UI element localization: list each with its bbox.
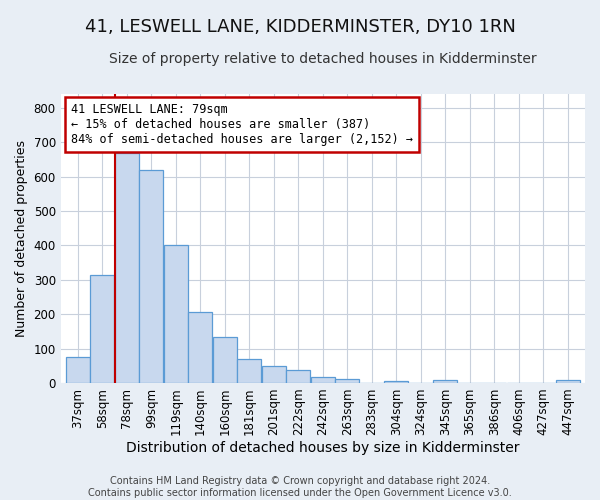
- X-axis label: Distribution of detached houses by size in Kidderminster: Distribution of detached houses by size …: [126, 441, 520, 455]
- Bar: [335, 379, 359, 383]
- Bar: [385, 381, 409, 383]
- Bar: [238, 359, 262, 383]
- Bar: [213, 336, 237, 383]
- Bar: [139, 170, 163, 383]
- Title: Size of property relative to detached houses in Kidderminster: Size of property relative to detached ho…: [109, 52, 536, 66]
- Bar: [164, 246, 188, 383]
- Text: Contains HM Land Registry data © Crown copyright and database right 2024.
Contai: Contains HM Land Registry data © Crown c…: [88, 476, 512, 498]
- Y-axis label: Number of detached properties: Number of detached properties: [15, 140, 28, 337]
- Bar: [311, 377, 335, 383]
- Bar: [556, 380, 580, 383]
- Text: 41, LESWELL LANE, KIDDERMINSTER, DY10 1RN: 41, LESWELL LANE, KIDDERMINSTER, DY10 1R…: [85, 18, 515, 36]
- Bar: [91, 274, 115, 383]
- Bar: [115, 153, 139, 383]
- Bar: [262, 366, 286, 383]
- Text: 41 LESWELL LANE: 79sqm
← 15% of detached houses are smaller (387)
84% of semi-de: 41 LESWELL LANE: 79sqm ← 15% of detached…: [71, 102, 413, 146]
- Bar: [66, 357, 90, 383]
- Bar: [433, 380, 457, 383]
- Bar: [188, 312, 212, 383]
- Bar: [286, 370, 310, 383]
